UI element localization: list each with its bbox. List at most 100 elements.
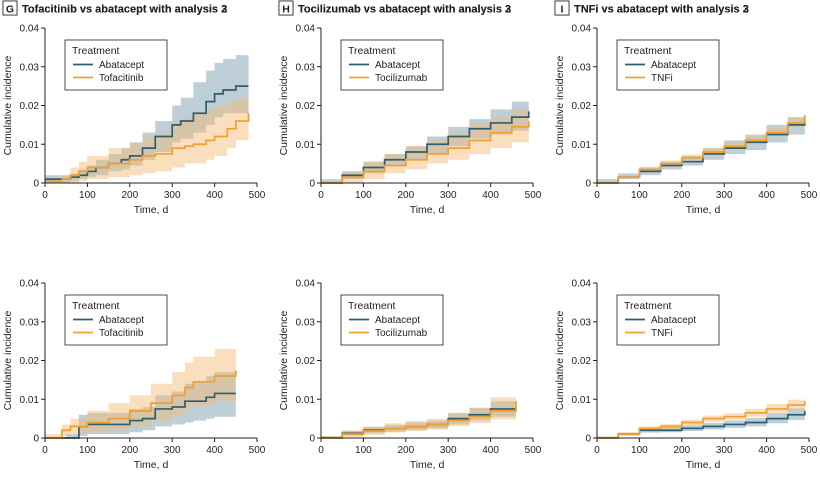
legend-entry: Abatacept xyxy=(375,315,420,326)
y-tick-label: 0.02 xyxy=(296,101,316,112)
panel-letter-box xyxy=(554,0,570,16)
panel-d: DTofacitinib vs abatacept with analysis … xyxy=(2,0,266,216)
panel-letter: H xyxy=(282,4,290,16)
x-tick-label: 200 xyxy=(397,190,414,201)
panel-e: ETocilizumab vs abatacept with analysis … xyxy=(278,0,542,216)
x-tick-label: 300 xyxy=(164,190,181,201)
panel-g: G Tofacitinib vs abatacept with analysis … xyxy=(2,0,266,471)
confidence-band-tnfi xyxy=(597,395,805,438)
confidence-band-abatacept xyxy=(597,109,805,183)
legend-entry: Abatacept xyxy=(99,60,144,71)
x-tick-label: 400 xyxy=(758,445,775,456)
confidence-band-abatacept xyxy=(45,372,236,438)
x-tick-label: 100 xyxy=(631,190,648,201)
x-tick-label: 100 xyxy=(355,445,372,456)
y-axis-label: Cumulative incidence xyxy=(554,55,566,155)
y-tick-label: 0.01 xyxy=(296,140,316,151)
legend-entry: Tofacitinib xyxy=(99,73,144,84)
y-tick-label: 0.02 xyxy=(296,356,316,367)
panel-h: H Tocilizumab vs abatacept with analysis … xyxy=(278,0,542,471)
y-tick-label: 0 xyxy=(309,179,315,190)
x-tick-label: 400 xyxy=(206,445,223,456)
legend-entry: Tocilizumab xyxy=(375,73,428,84)
y-tick-label: 0.01 xyxy=(572,395,592,406)
x-tick-label: 0 xyxy=(594,190,600,201)
y-tick-label: 0.02 xyxy=(572,356,592,367)
confidence-band-tocilizumab xyxy=(321,385,517,438)
x-tick-label: 300 xyxy=(164,445,181,456)
panel-title: TNFi vs abatacept with analysis 3 xyxy=(574,4,749,16)
confidence-band-tofacitinib xyxy=(45,341,236,438)
series-line-abatacept xyxy=(45,85,249,180)
x-tick-label: 300 xyxy=(716,445,733,456)
y-tick-label: 0 xyxy=(309,434,315,445)
x-tick-label: 200 xyxy=(673,445,690,456)
x-tick-label: 500 xyxy=(249,190,266,201)
legend-entry: Abatacept xyxy=(99,315,144,326)
y-axis-label: Cumulative incidence xyxy=(278,55,290,155)
legend-entry: Abatacept xyxy=(651,60,696,71)
x-tick-label: 0 xyxy=(318,190,324,201)
x-tick-label: 0 xyxy=(42,445,48,456)
y-tick-label: 0.03 xyxy=(20,317,40,328)
legend-title: Treatment xyxy=(348,300,396,312)
y-tick-label: 0.03 xyxy=(572,62,592,73)
x-tick-label: 200 xyxy=(121,190,138,201)
series-line-tocilizumab xyxy=(321,121,530,184)
x-tick-label: 400 xyxy=(206,190,223,201)
y-tick-label: 0 xyxy=(33,179,39,190)
x-tick-label: 200 xyxy=(673,190,690,201)
panel-letter-box xyxy=(2,0,18,16)
legend-title: Treatment xyxy=(624,45,672,57)
legend-entry: Abatacept xyxy=(651,315,696,326)
panel-title: TNFi vs abatacept with analysis 2 xyxy=(574,4,749,16)
y-tick-label: 0.02 xyxy=(20,356,40,367)
y-tick-label: 0.04 xyxy=(20,24,40,35)
x-tick-label: 400 xyxy=(758,190,775,201)
x-tick-label: 100 xyxy=(79,445,96,456)
confidence-band-abatacept xyxy=(321,401,517,438)
x-tick-label: 400 xyxy=(482,445,499,456)
x-tick-label: 200 xyxy=(121,445,138,456)
y-tick-label: 0.04 xyxy=(572,24,592,35)
x-axis-label: Time, d xyxy=(134,459,169,471)
y-tick-label: 0.01 xyxy=(572,140,592,151)
x-tick-label: 500 xyxy=(525,445,542,456)
panel-title: Tocilizumab vs abatacept with analysis 2 xyxy=(298,4,511,16)
series-line-tofacitinib xyxy=(45,370,237,439)
y-tick-label: 0 xyxy=(585,179,591,190)
y-axis-label: Cumulative incidence xyxy=(2,55,14,155)
panel-title: Tofacitinib vs abatacept with analysis 2 xyxy=(22,4,227,16)
confidence-band-abatacept xyxy=(321,93,529,183)
panel-letter: G xyxy=(6,4,14,16)
y-tick-label: 0.04 xyxy=(572,279,592,290)
confidence-band-abatacept xyxy=(45,55,249,183)
legend-entry: Tocilizumab xyxy=(375,328,428,339)
x-tick-label: 500 xyxy=(801,445,818,456)
y-tick-label: 0.03 xyxy=(296,317,316,328)
x-axis-label: Time, d xyxy=(686,204,721,216)
x-tick-label: 100 xyxy=(355,190,372,201)
legend-entry: Tofacitinib xyxy=(99,328,144,339)
x-tick-label: 100 xyxy=(79,190,96,201)
legend-entry: TNFi xyxy=(651,328,673,339)
y-tick-label: 0.03 xyxy=(20,62,40,73)
y-tick-label: 0 xyxy=(33,434,39,445)
y-tick-label: 0.04 xyxy=(20,279,40,290)
y-tick-label: 0.02 xyxy=(572,101,592,112)
legend-title: Treatment xyxy=(348,45,396,57)
confidence-band-tocilizumab xyxy=(321,99,529,183)
x-tick-label: 200 xyxy=(397,445,414,456)
x-axis-label: Time, d xyxy=(686,459,721,471)
y-tick-label: 0.01 xyxy=(20,395,40,406)
legend-title: Treatment xyxy=(624,300,672,312)
panel-letter-box xyxy=(278,0,294,16)
legend-title: Treatment xyxy=(72,45,120,57)
series-line-tofacitinib xyxy=(45,113,250,182)
y-tick-label: 0.04 xyxy=(296,279,316,290)
y-tick-label: 0.03 xyxy=(296,62,316,73)
panel-title: Tofacitinib vs abatacept with analysis 3 xyxy=(22,4,227,16)
x-tick-label: 500 xyxy=(801,190,818,201)
confidence-band-tnfi xyxy=(597,108,805,183)
legend-entry: TNFi xyxy=(651,73,673,84)
